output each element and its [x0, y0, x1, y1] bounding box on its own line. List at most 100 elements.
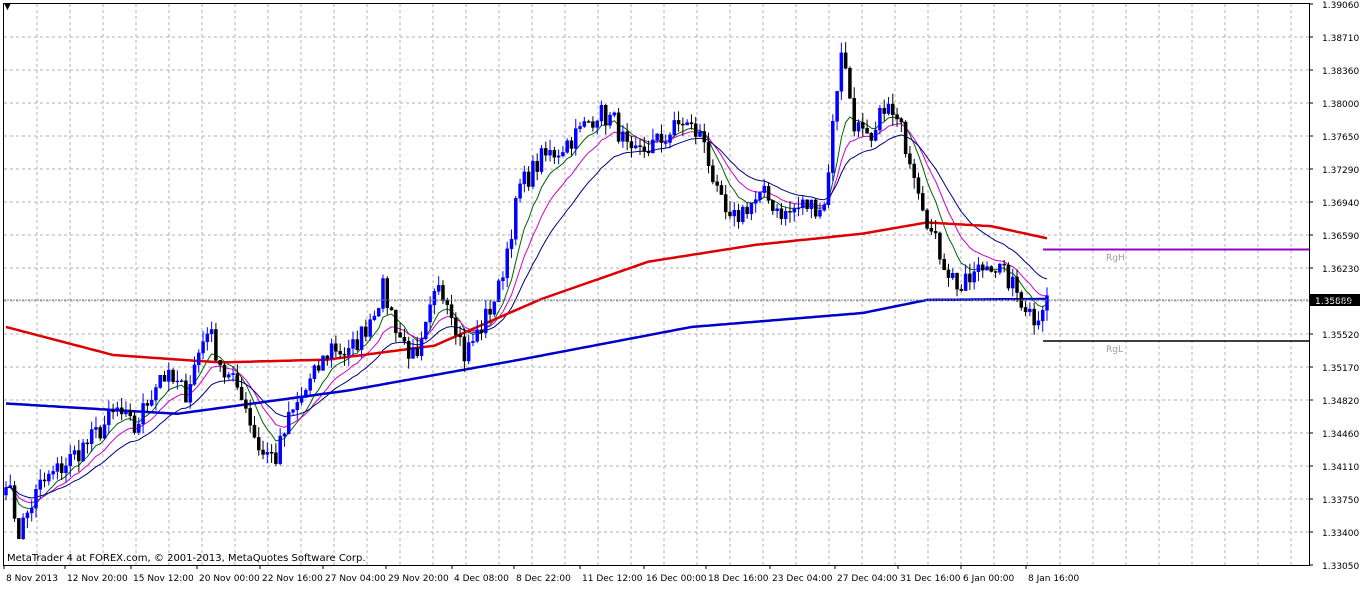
candle-body — [801, 199, 805, 209]
candle-body — [916, 177, 921, 194]
candle-body — [938, 232, 942, 260]
candle-body — [839, 52, 844, 92]
y-tick-label: 1.33400 — [1322, 529, 1359, 539]
candle-body — [192, 364, 197, 385]
candle-body — [462, 336, 467, 362]
candle-body — [436, 285, 441, 292]
candle-body — [398, 332, 402, 338]
candle-body — [1015, 276, 1019, 293]
x-tick-label: 20 Nov 00:00 — [199, 574, 260, 584]
candle-body — [25, 512, 30, 519]
candle-body — [985, 266, 989, 271]
x-tick-label: 29 Nov 20:00 — [388, 574, 449, 584]
candle-body — [449, 304, 454, 319]
candle-body — [501, 277, 505, 282]
candle-body — [702, 131, 707, 143]
candle-body — [706, 141, 711, 166]
candle-body — [625, 131, 629, 142]
candle-body — [55, 463, 60, 472]
candle-body — [556, 155, 561, 158]
candle-body — [171, 369, 175, 382]
candle-body — [574, 128, 578, 149]
candle-body — [338, 351, 342, 355]
candle-body — [968, 273, 972, 283]
candle-body — [1023, 307, 1028, 312]
candle-body — [818, 209, 822, 217]
candle-body — [295, 402, 300, 411]
candle-body — [492, 301, 497, 315]
candle-body — [775, 208, 779, 212]
candle-body — [758, 192, 762, 200]
candle-body — [231, 373, 235, 375]
candle-body — [835, 91, 839, 122]
candle-body — [411, 347, 415, 359]
ma-blue-line — [5, 297, 1047, 416]
candle-body — [989, 266, 994, 272]
candle-body — [376, 308, 381, 317]
candle-body — [158, 374, 162, 388]
candle-body — [51, 471, 55, 475]
candle-body — [128, 410, 132, 417]
candle-body — [655, 133, 659, 141]
candle-body — [548, 150, 552, 156]
candle-body — [681, 123, 685, 126]
candle-body — [912, 163, 916, 178]
y-tick-label: 1.36940 — [1322, 199, 1359, 209]
candle-body — [471, 340, 475, 343]
candle-body — [47, 473, 51, 482]
candle-body — [586, 121, 591, 123]
candle-body — [955, 273, 959, 290]
y-tick-label: 1.33050 — [1322, 562, 1359, 572]
x-axis: 8 Nov 2013 12 Nov 20:00 15 Nov 12:00 20 Nov… — [3, 565, 1080, 584]
candle-body — [441, 285, 445, 301]
candle-body — [565, 140, 569, 153]
candle-body — [85, 442, 90, 445]
candle-body — [4, 487, 8, 496]
candle-body — [381, 278, 385, 309]
x-tick-label: 16 Dec 00:00 — [646, 574, 707, 584]
candle-body — [205, 333, 210, 343]
candle-body — [1040, 310, 1045, 322]
candle-body — [796, 207, 801, 210]
y-tick-label: 1.38710 — [1322, 34, 1359, 44]
candle-body — [107, 410, 111, 425]
candle-body — [531, 160, 535, 187]
chart-menu-arrow-icon[interactable]: ▼ — [4, 2, 11, 12]
candle-body — [102, 424, 107, 439]
candle-body — [852, 98, 856, 132]
candle-body — [77, 450, 81, 462]
candle-body — [308, 378, 312, 391]
candle-body — [715, 181, 719, 186]
candle-body — [197, 352, 201, 366]
candle-body — [278, 435, 282, 464]
candle-body — [21, 517, 25, 540]
candle-body — [184, 380, 188, 403]
candle-body — [1010, 276, 1015, 289]
candle-body — [873, 129, 878, 141]
candle-body — [222, 364, 227, 378]
candle-body — [544, 148, 548, 156]
candle-body — [539, 148, 544, 172]
candle-body — [518, 183, 522, 199]
candle-body — [355, 339, 360, 350]
candle-body — [201, 341, 205, 354]
candle-body — [385, 278, 390, 308]
candle-body — [552, 150, 557, 158]
candle-body — [1028, 308, 1032, 312]
candle-body — [351, 339, 355, 349]
y-tick-label: 1.34460 — [1322, 430, 1359, 440]
candle-body — [865, 128, 869, 134]
candle-body — [633, 145, 638, 149]
candle-body — [342, 353, 347, 356]
candle-body — [1045, 295, 1049, 311]
candle-body — [514, 197, 518, 240]
candle-body — [698, 131, 702, 137]
candle-body — [167, 369, 171, 382]
candle-body — [402, 337, 407, 342]
x-tick-label: 23 Dec 04:00 — [772, 574, 833, 584]
candle-body — [621, 131, 625, 142]
candle-body — [929, 228, 934, 232]
x-tick-label: 8 Nov 2013 — [6, 574, 58, 584]
